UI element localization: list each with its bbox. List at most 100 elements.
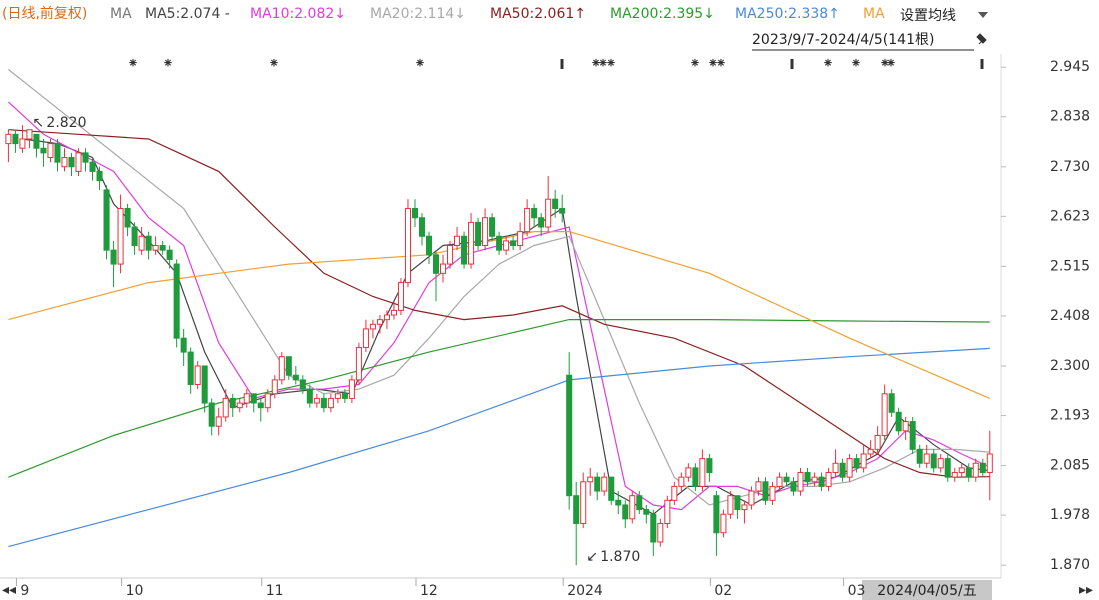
pin-icon[interactable] [976, 33, 987, 45]
candle-body [327, 397, 334, 409]
y-tick-label: 1.870 [1050, 557, 1090, 573]
y-tick-label: 2.730 [1050, 159, 1090, 175]
annotation: 1.870 [600, 549, 640, 565]
candle-body [811, 476, 818, 483]
candle-body [650, 513, 657, 543]
y-tick-label: 2.838 [1050, 109, 1090, 125]
candle-body [355, 346, 362, 381]
candle-body [145, 235, 152, 251]
candle-body [727, 495, 734, 515]
candle-body [538, 217, 545, 228]
crosshair-label-box [862, 580, 992, 600]
settings-button[interactable]: 设置均线 [900, 8, 956, 24]
ma-line [8, 319, 990, 478]
candle-body [468, 221, 475, 265]
candle-body [222, 397, 229, 418]
y-tick-label: 2.300 [1050, 358, 1090, 374]
candle-body [958, 467, 965, 474]
legend-entry: MA20:2.114↓ [370, 6, 466, 22]
candle-body [566, 374, 573, 497]
candle-body [454, 235, 461, 247]
candle-body [846, 458, 853, 478]
candle-body [755, 481, 762, 492]
candle-body [152, 245, 159, 251]
candle-body [482, 217, 489, 247]
event-marker: ⁕ [850, 56, 862, 72]
candle-body [103, 189, 110, 251]
candle-body [615, 499, 622, 506]
candle-body [229, 397, 236, 409]
legend-entry: MA [863, 6, 885, 22]
scroll-right-icon[interactable]: ▸▸ [1079, 582, 1093, 598]
candle-body [552, 198, 559, 209]
x-tick-label: 2024 [567, 583, 603, 599]
y-tick-label: 2.193 [1050, 408, 1090, 424]
candle-body [33, 133, 40, 149]
event-marker [790, 59, 794, 69]
candle-body [313, 397, 320, 404]
y-tick-label: 2.945 [1050, 59, 1090, 75]
annotation: 2.820 [46, 115, 86, 131]
event-marker [560, 59, 564, 69]
candle-body [138, 235, 145, 251]
candle-body [797, 472, 804, 492]
candle-body [187, 351, 194, 386]
candle-body [271, 379, 278, 395]
event-marker: ⁕ [715, 56, 727, 72]
candle-body [902, 421, 909, 432]
candle-body [82, 152, 89, 163]
settings-panel [892, 0, 1099, 54]
candle-body [720, 513, 727, 534]
candle-body [629, 495, 636, 520]
candle-body [930, 453, 937, 469]
candle-body [173, 263, 180, 339]
x-tick-label: 11 [266, 583, 284, 599]
y-tick-label: 2.623 [1050, 208, 1090, 224]
event-marker: ⁕ [879, 56, 891, 72]
candle-body [68, 157, 75, 168]
ma-label: MA [110, 6, 132, 22]
event-marker: ⁕ [127, 56, 139, 72]
candle-body [47, 143, 54, 159]
y-tick-label: 2.085 [1050, 458, 1090, 474]
candle-body [320, 397, 327, 409]
candle-body [159, 245, 166, 251]
dropdown-icon[interactable] [978, 12, 988, 18]
candle-body [166, 249, 173, 260]
candle-body [622, 504, 629, 520]
event-marker: ⁕ [689, 56, 701, 72]
candle-body [587, 476, 594, 483]
scroll-left-icon[interactable]: ◂◂ [2, 582, 16, 598]
event-marker: ⁕ [414, 56, 426, 72]
candle-body [790, 481, 797, 492]
event-marker: ⁕ [885, 56, 897, 72]
candle-body [832, 462, 839, 474]
candle-body [510, 240, 517, 247]
event-marker: ⁕ [590, 56, 602, 72]
candle-body [699, 458, 706, 487]
candle-body [986, 453, 993, 474]
candle-body [769, 485, 776, 501]
event-marker: ⁕ [268, 56, 280, 72]
candle-body [334, 393, 341, 399]
period-label: (日线,前复权) [2, 5, 87, 22]
candle-body [496, 235, 503, 251]
candle-body [12, 133, 19, 145]
candle-body [783, 476, 790, 483]
candle-body [131, 226, 138, 247]
candle-body [110, 249, 117, 265]
candle-body [75, 152, 82, 172]
candle-body [860, 453, 867, 469]
event-marker: ⁕ [707, 56, 719, 72]
candle-body [180, 337, 187, 353]
candle-body [61, 157, 68, 168]
candle-body [243, 393, 250, 404]
candle-body [741, 504, 748, 511]
candle-body [201, 365, 208, 404]
candle-body [257, 402, 264, 409]
candle-body [748, 490, 755, 506]
candle-body [292, 374, 299, 381]
range-label: 2023/9/7-2024/4/5(141根) [752, 32, 934, 48]
candle-body [636, 495, 643, 511]
candle-body [524, 207, 531, 233]
